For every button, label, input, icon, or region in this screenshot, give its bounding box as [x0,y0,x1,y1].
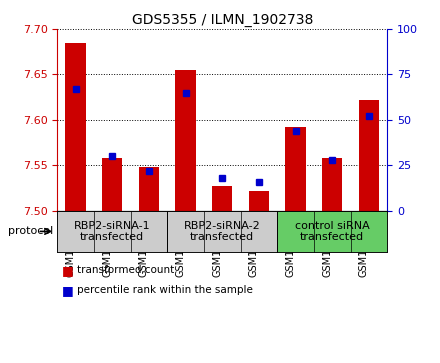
Bar [102,158,122,211]
Bar [249,192,269,211]
Text: RBP2-siRNA-1
transfected: RBP2-siRNA-1 transfected [74,221,150,242]
Bar [176,70,196,211]
Text: ■: ■ [62,284,73,297]
Bar [66,43,86,211]
Text: control siRNA
transfected: control siRNA transfected [295,221,370,242]
Text: transformed count: transformed count [77,265,174,276]
Text: protocol: protocol [7,227,53,236]
Text: percentile rank within the sample: percentile rank within the sample [77,285,253,295]
Title: GDS5355 / ILMN_1902738: GDS5355 / ILMN_1902738 [132,13,313,26]
Bar [286,127,306,211]
Bar [212,186,232,211]
Bar [322,158,342,211]
Bar [139,167,159,211]
Text: ■: ■ [62,264,73,277]
Bar [359,100,379,211]
Text: RBP2-siRNA-2
transfected: RBP2-siRNA-2 transfected [184,221,260,242]
